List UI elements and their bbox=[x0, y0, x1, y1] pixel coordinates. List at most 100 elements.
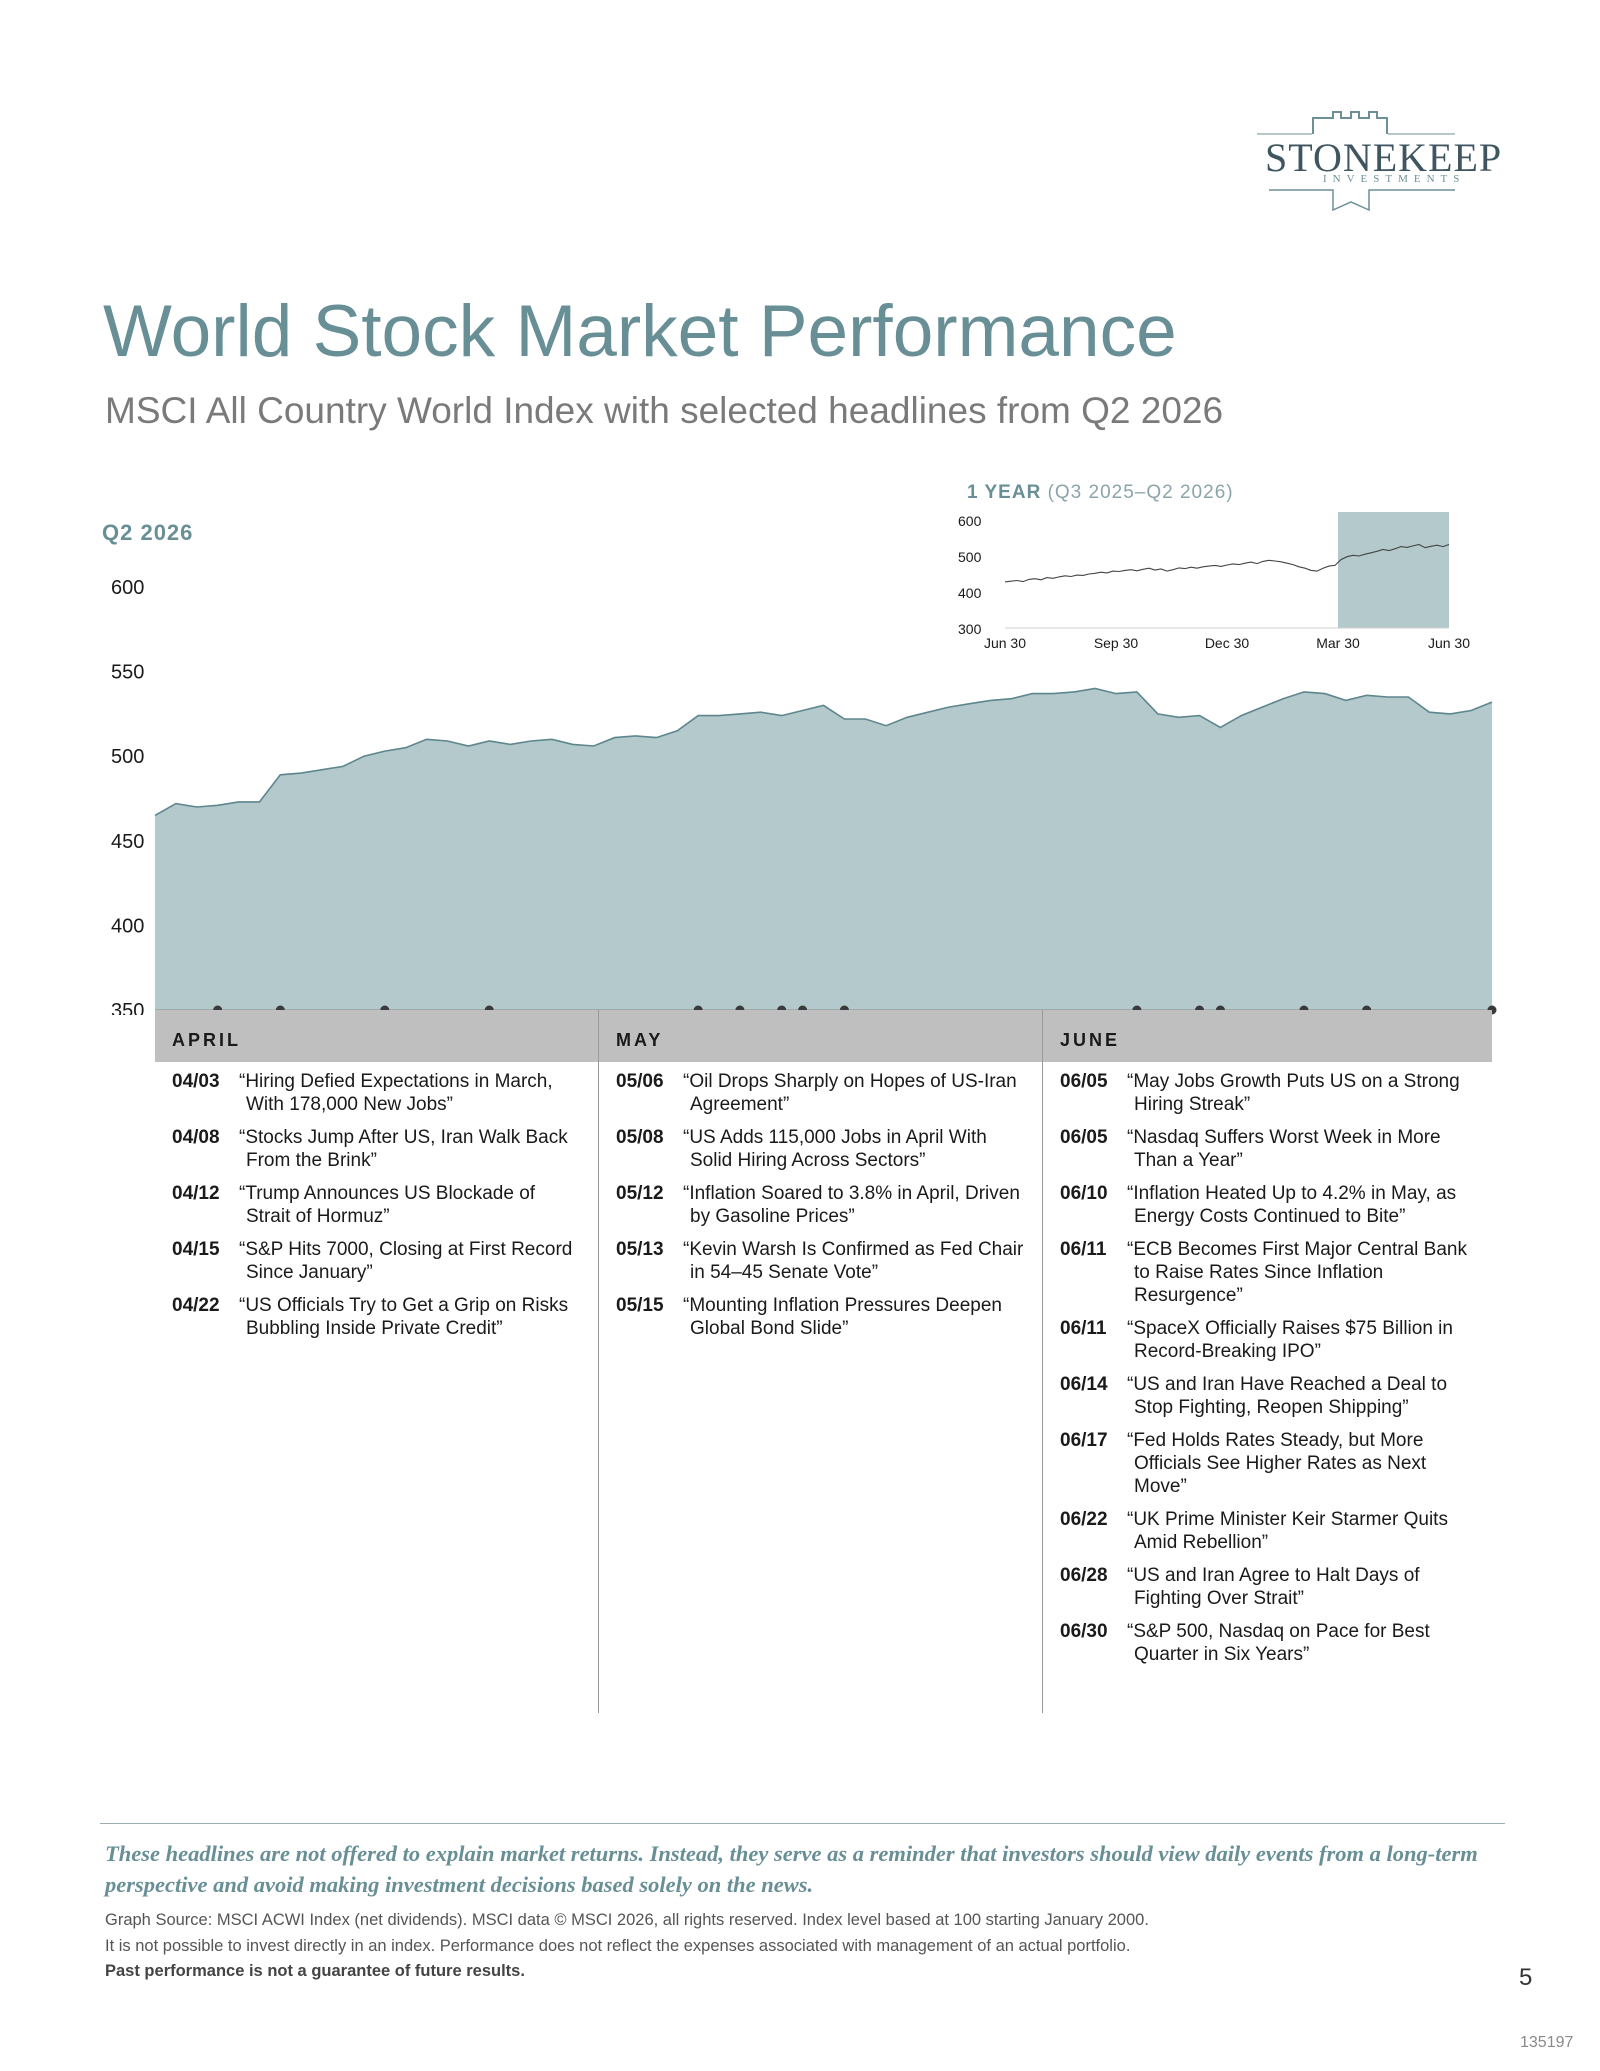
headline-date: 06/30 bbox=[1060, 1621, 1108, 1642]
headline-text: “Fed Holds Rates Steady, but More Offici… bbox=[1127, 1430, 1427, 1497]
headline-item: 04/03 “Hiring Defied Expectations in Marc… bbox=[172, 1070, 582, 1116]
headline-item: 06/17 “Fed Holds Rates Steady, but More O… bbox=[1060, 1429, 1470, 1498]
inset-one-year-chart: 1 YEAR (Q3 2025–Q2 2026)600500400300Jun … bbox=[958, 482, 1470, 651]
inset-x-tick-label: Mar 30 bbox=[1316, 635, 1360, 651]
inset-title: 1 YEAR (Q3 2025–Q2 2026) bbox=[967, 482, 1234, 503]
headline-item: 06/05 “Nasdaq Suffers Worst Week in More … bbox=[1060, 1126, 1470, 1172]
inset-x-tick-label: Jun 30 bbox=[984, 635, 1026, 651]
inset-title-main: 1 YEAR bbox=[967, 482, 1048, 503]
headline-date: 04/22 bbox=[172, 1295, 220, 1316]
inset-x-tick-label: Sep 30 bbox=[1094, 635, 1139, 651]
inset-index-line bbox=[1004, 543, 1450, 583]
headline-item: 04/15 “S&P Hits 7000, Closing at First Re… bbox=[172, 1238, 582, 1284]
y-tick-label: 450 bbox=[111, 831, 144, 853]
page-title: World Stock Market Performance bbox=[103, 291, 1177, 372]
inset-y-tick-label: 300 bbox=[958, 621, 982, 637]
headline-item: 05/08 “US Adds 115,000 Jobs in April With… bbox=[616, 1126, 1026, 1172]
performance-warning-text: Past performance is not a guarantee of f… bbox=[105, 1962, 525, 1980]
month-label-april: APRIL bbox=[172, 1030, 241, 1050]
headlines-may: 05/06 “Oil Drops Sharply on Hopes of US-I… bbox=[616, 1070, 1026, 1350]
y-tick-label: 600 bbox=[111, 577, 144, 599]
document-code: 135197 bbox=[1520, 2034, 1574, 2051]
headline-date: 06/14 bbox=[1060, 1374, 1108, 1395]
headline-text: “S&P 500, Nasdaq on Pace for Best Quarte… bbox=[1127, 1621, 1430, 1665]
y-tick-label: 550 bbox=[111, 662, 144, 684]
month-header-bar bbox=[155, 1010, 1492, 1062]
inset-x-tick-label: Jun 30 bbox=[1428, 635, 1470, 651]
page-number: 5 bbox=[1519, 1964, 1533, 1991]
headline-item: 06/30 “S&P 500, Nasdaq on Pace for Best Q… bbox=[1060, 1620, 1470, 1666]
headline-item: 06/10 “Inflation Heated Up to 4.2% in May… bbox=[1060, 1182, 1470, 1228]
logo-tagline: INVESTMENTS bbox=[1323, 173, 1466, 185]
column-divider bbox=[1042, 1010, 1043, 1713]
inset-x-tick-label: Dec 30 bbox=[1205, 635, 1250, 651]
headline-item: 06/14 “US and Iran Have Reached a Deal to… bbox=[1060, 1373, 1470, 1419]
headline-text: “US and Iran Agree to Halt Days of Fight… bbox=[1127, 1565, 1420, 1609]
headline-item: 06/28 “US and Iran Agree to Halt Days of … bbox=[1060, 1564, 1470, 1610]
headline-text: “Mounting Inflation Pressures Deepen Glo… bbox=[683, 1295, 1002, 1339]
headline-date: 06/17 bbox=[1060, 1430, 1108, 1451]
headline-date: 06/10 bbox=[1060, 1183, 1108, 1204]
headline-date: 05/06 bbox=[616, 1071, 664, 1092]
company-logo: STONEKEEP INVESTMENTS bbox=[1255, 110, 1515, 220]
headline-text: “Kevin Warsh Is Confirmed as Fed Chair i… bbox=[683, 1239, 1024, 1283]
y-tick-label: 400 bbox=[111, 915, 144, 937]
headline-date: 06/11 bbox=[1060, 1239, 1107, 1260]
y-tick-label: 500 bbox=[111, 746, 144, 768]
headline-date: 04/03 bbox=[172, 1071, 220, 1092]
index-note-text: It is not possible to invest directly in… bbox=[105, 1937, 1131, 1955]
headline-date: 05/13 bbox=[616, 1239, 664, 1260]
castle-logo-icon bbox=[1257, 111, 1455, 212]
y-tick-label: 350 bbox=[111, 1000, 144, 1015]
headline-text: “May Jobs Growth Puts US on a Strong Hir… bbox=[1127, 1071, 1460, 1115]
q2-highlight-band bbox=[1338, 512, 1449, 628]
headline-date: 06/28 bbox=[1060, 1565, 1108, 1586]
headline-date: 06/05 bbox=[1060, 1071, 1108, 1092]
headline-item: 05/12 “Inflation Soared to 3.8% in April,… bbox=[616, 1182, 1026, 1228]
headline-text: “S&P Hits 7000, Closing at First Record … bbox=[239, 1239, 573, 1283]
inset-y-tick-label: 400 bbox=[958, 585, 982, 601]
headline-text: “SpaceX Officially Raises $75 Billion in… bbox=[1127, 1318, 1453, 1362]
headline-date: 05/08 bbox=[616, 1127, 664, 1148]
headline-text: “Stocks Jump After US, Iran Walk Back Fr… bbox=[239, 1127, 568, 1171]
page-subtitle: MSCI All Country World Index with select… bbox=[105, 390, 1224, 431]
headline-item: 05/15 “Mounting Inflation Pressures Deepe… bbox=[616, 1294, 1026, 1340]
headline-text: “US Adds 115,000 Jobs in April With Soli… bbox=[683, 1127, 987, 1171]
headline-item: 04/22 “US Officials Try to Get a Grip on … bbox=[172, 1294, 582, 1340]
headline-text: “UK Prime Minister Keir Starmer Quits Am… bbox=[1127, 1509, 1448, 1553]
month-label-may: MAY bbox=[616, 1030, 664, 1050]
headline-text: “Inflation Soared to 3.8% in April, Driv… bbox=[683, 1183, 1020, 1227]
headline-date: 06/22 bbox=[1060, 1509, 1108, 1530]
headline-text: “Oil Drops Sharply on Hopes of US-Iran A… bbox=[683, 1071, 1017, 1115]
headline-item: 04/12 “Trump Announces US Blockade of Str… bbox=[172, 1182, 582, 1228]
headline-item: 05/06 “Oil Drops Sharply on Hopes of US-I… bbox=[616, 1070, 1026, 1116]
headline-date: 06/11 bbox=[1060, 1318, 1107, 1339]
headline-text: “Nasdaq Suffers Worst Week in More Than … bbox=[1127, 1127, 1441, 1171]
headline-text: “US Officials Try to Get a Grip on Risks… bbox=[239, 1295, 569, 1339]
index-area bbox=[155, 688, 1492, 1010]
headline-item: 04/08 “Stocks Jump After US, Iran Walk Ba… bbox=[172, 1126, 582, 1172]
headline-date: 06/05 bbox=[1060, 1127, 1108, 1148]
headline-item: 06/11 “SpaceX Officially Raises $75 Billi… bbox=[1060, 1317, 1470, 1363]
headline-text: “US and Iran Have Reached a Deal to Stop… bbox=[1127, 1374, 1448, 1418]
graph-source-text: Graph Source: MSCI ACWI Index (net divid… bbox=[105, 1911, 1149, 1929]
inset-title-detail: (Q3 2025–Q2 2026) bbox=[1048, 482, 1234, 503]
headline-date: 04/08 bbox=[172, 1127, 220, 1148]
headline-text: “Trump Announces US Blockade of Strait o… bbox=[239, 1183, 536, 1227]
headline-item: 06/11 “ECB Becomes First Major Central Ba… bbox=[1060, 1238, 1470, 1307]
headline-item: 06/05 “May Jobs Growth Puts US on a Stron… bbox=[1060, 1070, 1470, 1116]
headlines-june: 06/05 “May Jobs Growth Puts US on a Stron… bbox=[1060, 1070, 1470, 1676]
headlines-april: 04/03 “Hiring Defied Expectations in Marc… bbox=[172, 1070, 582, 1350]
logo-wordmark: STONEKEEP bbox=[1265, 135, 1503, 180]
headline-date: 05/12 bbox=[616, 1183, 664, 1204]
index-line bbox=[154, 687, 1493, 817]
footer-rule bbox=[100, 1823, 1505, 1824]
headline-date: 04/15 bbox=[172, 1239, 220, 1260]
headline-date: 05/15 bbox=[616, 1295, 664, 1316]
headline-text: “Hiring Defied Expectations in March, Wi… bbox=[239, 1071, 553, 1115]
headline-text: “ECB Becomes First Major Central Bank to… bbox=[1127, 1239, 1467, 1306]
inset-y-tick-label: 500 bbox=[958, 549, 982, 565]
inset-y-tick-label: 600 bbox=[958, 513, 982, 529]
month-label-june: JUNE bbox=[1060, 1030, 1121, 1050]
headline-item: 06/22 “UK Prime Minister Keir Starmer Qui… bbox=[1060, 1508, 1470, 1554]
